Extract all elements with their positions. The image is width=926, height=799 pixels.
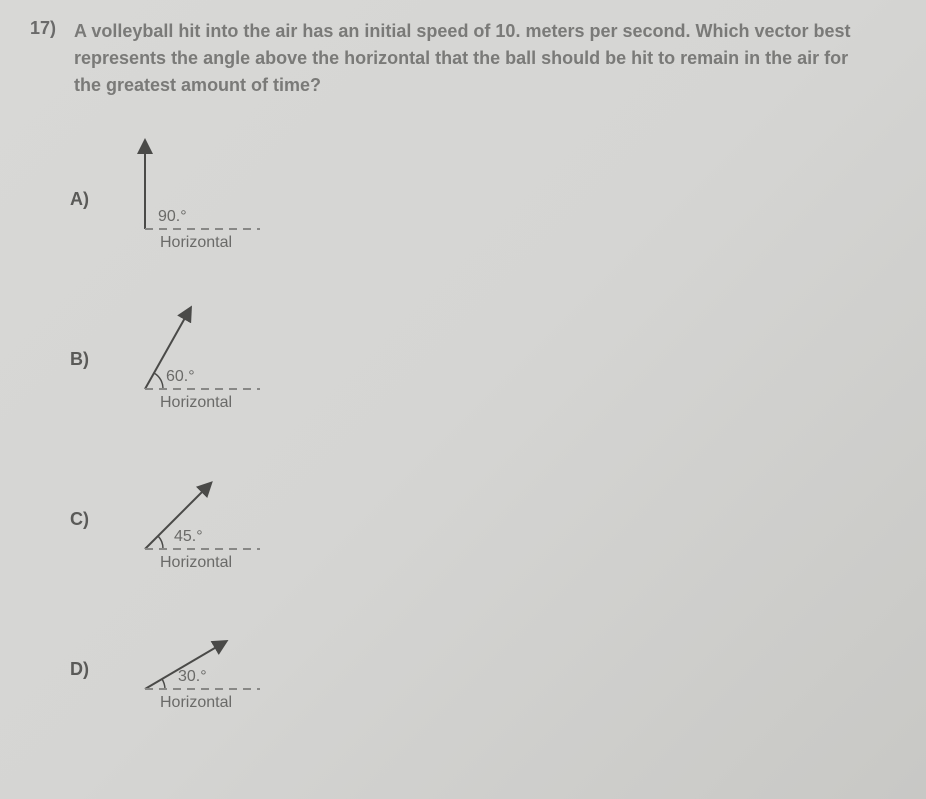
option-label-d: D) (70, 659, 100, 680)
question-row: 17) A volleyball hit into the air has an… (30, 18, 876, 99)
diagram-d: 30.° Horizontal (130, 614, 310, 724)
option-d: D) 30.° Horizontal (70, 609, 876, 729)
horiz-label-d: Horizontal (160, 694, 232, 712)
diagram-c: 45.° Horizontal (130, 454, 310, 584)
option-label-c: C) (70, 509, 100, 530)
option-label-a: A) (70, 189, 100, 210)
angle-label-b: 60.° (166, 368, 195, 386)
option-b: B) 60.° Horizontal (70, 289, 876, 429)
angle-label-d: 30.° (178, 668, 207, 686)
option-c: C) 45.° Horizontal (70, 449, 876, 589)
question-number: 17) (30, 18, 56, 99)
option-label-b: B) (70, 349, 100, 370)
diagram-b: 60.° Horizontal (130, 294, 310, 424)
horiz-label-b: Horizontal (160, 394, 232, 412)
horiz-label-c: Horizontal (160, 554, 232, 572)
question-text: A volleyball hit into the air has an ini… (74, 18, 876, 99)
angle-label-c: 45.° (174, 528, 203, 546)
diagram-a: 90.° Horizontal (130, 134, 310, 264)
options-container: A) 90.° Horizontal B) (70, 129, 876, 729)
option-a: A) 90.° Horizontal (70, 129, 876, 269)
page-container: 17) A volleyball hit into the air has an… (0, 0, 926, 769)
angle-label-a: 90.° (158, 208, 187, 226)
horiz-label-a: Horizontal (160, 234, 232, 252)
